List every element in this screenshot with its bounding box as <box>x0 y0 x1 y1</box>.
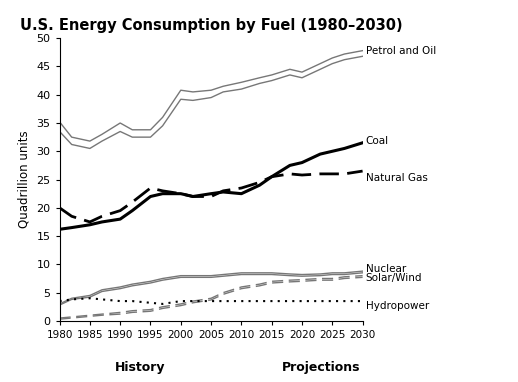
Title: U.S. Energy Consumption by Fuel (1980–2030): U.S. Energy Consumption by Fuel (1980–20… <box>20 18 402 33</box>
Text: Natural Gas: Natural Gas <box>366 173 427 183</box>
Text: Nuclear: Nuclear <box>366 264 406 274</box>
Text: Hydropower: Hydropower <box>366 301 429 311</box>
Text: History: History <box>114 361 165 374</box>
Text: Coal: Coal <box>366 136 388 146</box>
Y-axis label: Quadrillion units: Quadrillion units <box>18 131 31 228</box>
Text: Solar/Wind: Solar/Wind <box>366 274 422 283</box>
Text: Projections: Projections <box>282 361 361 374</box>
Text: Petrol and Oil: Petrol and Oil <box>366 45 436 56</box>
